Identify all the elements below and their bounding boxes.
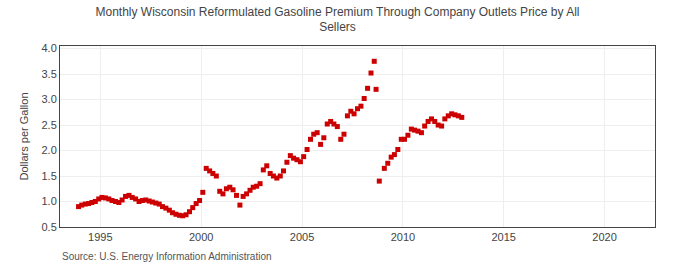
svg-text:2020: 2020: [592, 231, 616, 243]
svg-text:2010: 2010: [391, 231, 415, 243]
svg-text:2005: 2005: [290, 231, 314, 243]
svg-text:1.5: 1.5: [42, 170, 57, 182]
svg-text:2.0: 2.0: [42, 144, 57, 156]
svg-text:2.5: 2.5: [42, 119, 57, 131]
svg-text:3.5: 3.5: [42, 68, 57, 80]
svg-text:Dollars per Gallon: Dollars per Gallon: [18, 92, 30, 180]
svg-text:0.5: 0.5: [42, 221, 57, 233]
svg-text:Monthly Wisconsin Reformulated: Monthly Wisconsin Reformulated Gasoline …: [96, 5, 580, 35]
svg-text:3.0: 3.0: [42, 93, 57, 105]
svg-text:1.0: 1.0: [42, 195, 57, 207]
svg-text:1995: 1995: [88, 231, 112, 243]
svg-text:4.0: 4.0: [42, 42, 57, 54]
svg-text:2015: 2015: [491, 231, 515, 243]
svg-text:Source: U.S. Energy Informatio: Source: U.S. Energy Information Administ…: [62, 251, 272, 262]
svg-text:2000: 2000: [189, 231, 213, 243]
